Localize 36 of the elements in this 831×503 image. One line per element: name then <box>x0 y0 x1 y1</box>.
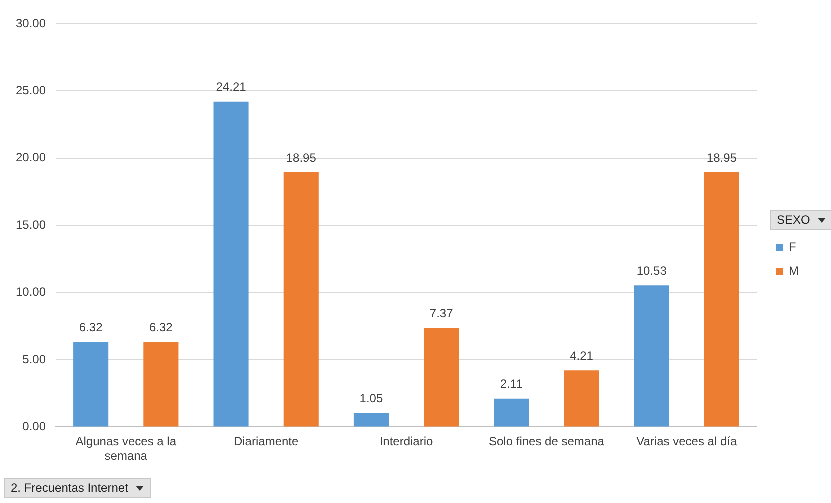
data-label: 18.95 <box>706 150 738 165</box>
data-label: 4.21 <box>570 348 594 363</box>
x-axis-title: 2. Frecuentas Internet <box>11 481 128 495</box>
y-tick-label: 15.00 <box>16 218 46 232</box>
bar <box>214 102 249 427</box>
y-tick-label: 10.00 <box>16 285 46 300</box>
data-label: 1.05 <box>360 391 384 406</box>
y-tick-label: 30.00 <box>16 16 46 30</box>
x-tick-label: Varias veces al día <box>636 434 738 449</box>
bar <box>144 342 179 427</box>
y-tick-label: 25.00 <box>16 84 46 98</box>
bar <box>494 398 530 427</box>
legend-label: M <box>789 264 799 278</box>
data-label: 7.37 <box>430 306 454 320</box>
bar <box>634 286 670 427</box>
data-label: 6.32 <box>149 320 174 335</box>
data-label: 18.95 <box>286 150 317 165</box>
bar <box>354 413 389 427</box>
bar <box>424 328 460 427</box>
data-label: 6.32 <box>79 320 104 335</box>
bar <box>284 172 319 427</box>
bar <box>564 370 600 427</box>
x-tick-label: Interdiario <box>380 434 434 449</box>
y-tick-label: 0.00 <box>22 420 46 434</box>
data-label: 2.11 <box>500 377 524 392</box>
legend-title: SEXO <box>777 213 810 227</box>
legend-label: F <box>789 240 796 254</box>
y-tick-label: 20.00 <box>16 150 46 165</box>
x-tick-label: Diariamente <box>234 434 299 449</box>
data-label: 24.21 <box>216 80 247 94</box>
bar <box>704 172 740 427</box>
x-tick-label: Algunas veces a la semana <box>76 434 177 464</box>
bar <box>74 342 109 427</box>
x-tick-label: Solo fines de semana <box>489 434 605 449</box>
y-tick-label: 5.00 <box>22 352 46 366</box>
data-label: 10.53 <box>636 264 668 278</box>
